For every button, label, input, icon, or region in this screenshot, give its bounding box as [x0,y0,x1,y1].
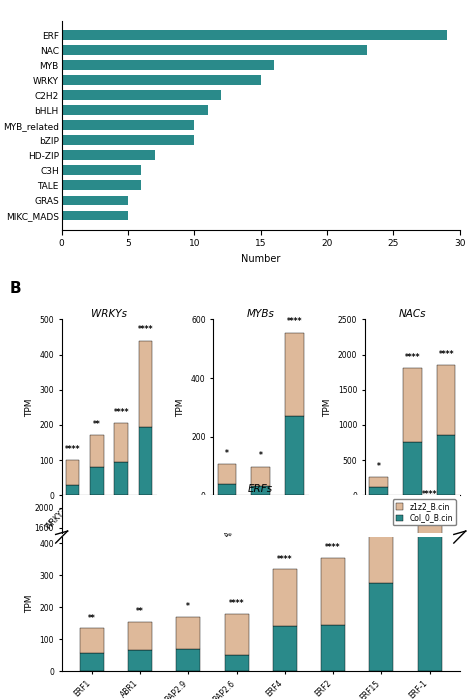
Text: ****: **** [229,599,244,608]
Title: MYBs: MYBs [247,309,274,319]
Bar [403,442,422,495]
Bar [403,368,422,442]
Bar [218,484,236,495]
Bar [273,600,297,608]
Bar [62,90,221,100]
Bar [418,0,442,352]
Bar [139,340,152,426]
Y-axis label: TPM: TPM [25,398,34,417]
Bar [418,352,442,671]
Text: B: B [9,281,21,296]
Bar [225,605,249,608]
Bar [62,150,155,160]
Bar [128,600,152,605]
Bar [437,435,456,495]
Text: **: ** [136,607,144,617]
Bar [139,426,152,495]
Y-axis label: TPM: TPM [176,398,185,417]
Bar [369,473,393,583]
Bar [80,628,104,654]
Bar [321,590,345,600]
X-axis label: Number: Number [241,254,281,264]
Text: ****: **** [113,408,129,417]
Bar [369,594,393,608]
Bar [321,600,345,608]
Bar [80,605,104,608]
Bar [62,166,141,175]
Text: *: * [377,462,381,471]
Bar [62,196,128,206]
Legend: z1z2_B.cin, Col_0_B.cin: z1z2_B.cin, Col_0_B.cin [392,499,456,526]
Title: ERFs: ERFs [248,484,273,494]
Bar [321,558,345,625]
Bar [128,605,152,608]
Bar [62,136,194,145]
Text: ****: **** [405,353,420,362]
Bar [225,614,249,655]
Title: WRKYs: WRKYs [91,309,127,319]
Bar [115,462,128,495]
Bar [273,626,297,671]
Bar [66,460,79,484]
Bar [418,558,442,608]
Bar [273,592,297,600]
Text: *: * [225,449,229,458]
Bar [251,466,270,487]
Text: ****: **** [65,445,81,454]
Bar [176,649,201,671]
Text: **: ** [93,420,101,429]
Bar [218,464,236,484]
Bar [225,655,249,671]
Title: NACs: NACs [399,309,426,319]
Y-axis label: TPM: TPM [323,398,332,417]
Bar [225,599,249,605]
Bar [128,621,152,650]
Bar [115,423,128,462]
Text: ****: **** [325,543,341,552]
Bar [176,599,201,605]
Bar [62,180,141,190]
Bar [62,210,128,220]
Text: ****: **** [137,325,153,334]
Bar [62,61,274,70]
Bar [62,45,367,55]
Y-axis label: TPM: TPM [25,595,34,613]
Bar [62,106,208,115]
Bar [62,31,447,41]
Bar [90,467,103,495]
Bar [80,654,104,671]
Text: *: * [186,603,190,612]
Bar [128,650,152,671]
Text: *: * [259,452,263,461]
Bar [251,487,270,495]
Bar [62,120,194,130]
Bar [285,416,304,495]
Bar [437,365,456,435]
Bar [369,577,393,594]
Bar [62,75,261,85]
Text: ****: **** [438,350,454,359]
Text: ****: **** [422,490,438,498]
Text: **: ** [88,614,96,623]
Text: ****: **** [287,317,302,326]
Bar [418,500,442,558]
Bar [80,601,104,605]
Bar [90,435,103,467]
Bar [176,605,201,608]
Bar [66,484,79,495]
Bar [369,477,388,487]
Text: ****: **** [374,566,389,575]
Bar [369,487,388,495]
Bar [321,625,345,671]
Bar [273,569,297,626]
Bar [369,583,393,671]
Bar [176,617,201,649]
Bar [285,333,304,416]
Text: ****: **** [277,554,292,563]
